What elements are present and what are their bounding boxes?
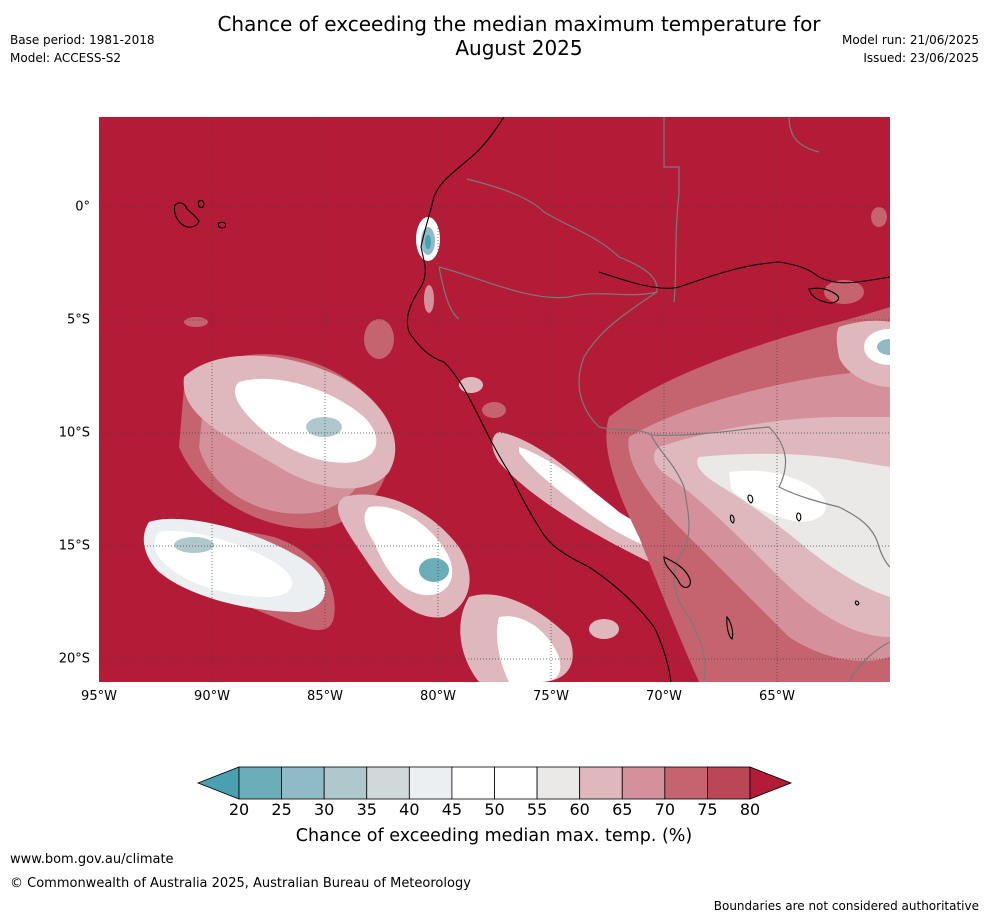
colorbar-tick-label: 60 xyxy=(569,800,590,819)
colorbar-tick-label: 65 xyxy=(612,800,633,819)
colorbar-segment xyxy=(536,766,581,800)
colorbar-segment xyxy=(707,766,751,800)
lon-label-70w: 70°W xyxy=(646,689,682,704)
colorbar-tick-label: 70 xyxy=(654,800,676,819)
colorbar-segment xyxy=(494,766,538,800)
anomaly-contours xyxy=(143,207,890,682)
lon-label-90w: 90°W xyxy=(194,689,230,704)
colorbar-label: Chance of exceeding median max. temp. (%… xyxy=(295,826,693,846)
colorbar-tick-label: 45 xyxy=(441,800,463,819)
title-line-1: Chance of exceeding the median maximum t… xyxy=(217,12,821,36)
header-right: Model run: 21/06/2025 Issued: 23/06/2025 xyxy=(842,31,979,67)
copyright: © Commonwealth of Australia 2025, Austra… xyxy=(10,876,471,891)
colorbar-tick-label: 40 xyxy=(399,800,420,819)
colorbar-segment xyxy=(664,766,708,800)
colorbar-tick-label: 55 xyxy=(526,800,548,819)
map-title: Chance of exceeding the median maximum t… xyxy=(194,12,844,60)
base-period: Base period: 1981-2018 xyxy=(10,33,155,47)
colorbar-segment xyxy=(366,766,410,800)
lon-label-80w: 80°W xyxy=(420,689,456,704)
lat-label-15s: 15°S xyxy=(58,538,90,554)
colorbar-tick-label: 25 xyxy=(271,800,292,819)
colorbar-segment xyxy=(451,766,495,800)
website-url: www.bom.gov.au/climate xyxy=(10,852,174,867)
colorbar-tick-label: 75 xyxy=(697,800,718,819)
lon-label-85w: 85°W xyxy=(307,689,343,704)
lat-label-10s: 10°S xyxy=(58,425,90,441)
title-line-2: August 2025 xyxy=(455,36,583,60)
map-panel[interactable] xyxy=(99,117,890,682)
colorbar-segment xyxy=(238,766,282,800)
colorbar-segment xyxy=(579,766,623,800)
colorbar-extend-low xyxy=(196,766,240,800)
header-left: Base period: 1981-2018 Model: ACCESS-S2 xyxy=(10,31,155,67)
lat-label-5s: 5°S xyxy=(66,312,90,328)
colorbar-segment xyxy=(323,766,368,800)
colorbar-tick-label: 80 xyxy=(739,800,761,819)
model-run: Model run: 21/06/2025 xyxy=(841,33,979,47)
colorbar-tick-label: 35 xyxy=(356,800,377,819)
colorbar-tick-label: 20 xyxy=(228,800,250,819)
country-borders xyxy=(438,117,890,682)
colorbar-segments xyxy=(196,766,793,800)
colorbar-segment xyxy=(408,766,453,800)
colorbar-segment xyxy=(281,766,325,800)
lon-label-95w: 95°W xyxy=(81,689,117,704)
issued-date: Issued: 23/06/2025 xyxy=(863,51,979,65)
lon-label-75w: 75°W xyxy=(533,689,569,704)
colorbar-extend-high xyxy=(749,766,793,800)
map-svg xyxy=(99,117,890,682)
lon-label-65w: 65°W xyxy=(759,689,795,704)
graticule xyxy=(99,117,890,682)
lat-label-20s: 20°S xyxy=(58,651,90,667)
coastline xyxy=(173,117,890,682)
colorbar-segment xyxy=(621,766,666,800)
colorbar-tick-label: 30 xyxy=(313,800,335,819)
disclaimer: Boundaries are not considered authoritat… xyxy=(713,899,979,913)
colorbar-tick-label: 50 xyxy=(484,800,505,819)
lat-label-0: 0° xyxy=(75,199,90,215)
model-name: Model: ACCESS-S2 xyxy=(10,51,122,65)
